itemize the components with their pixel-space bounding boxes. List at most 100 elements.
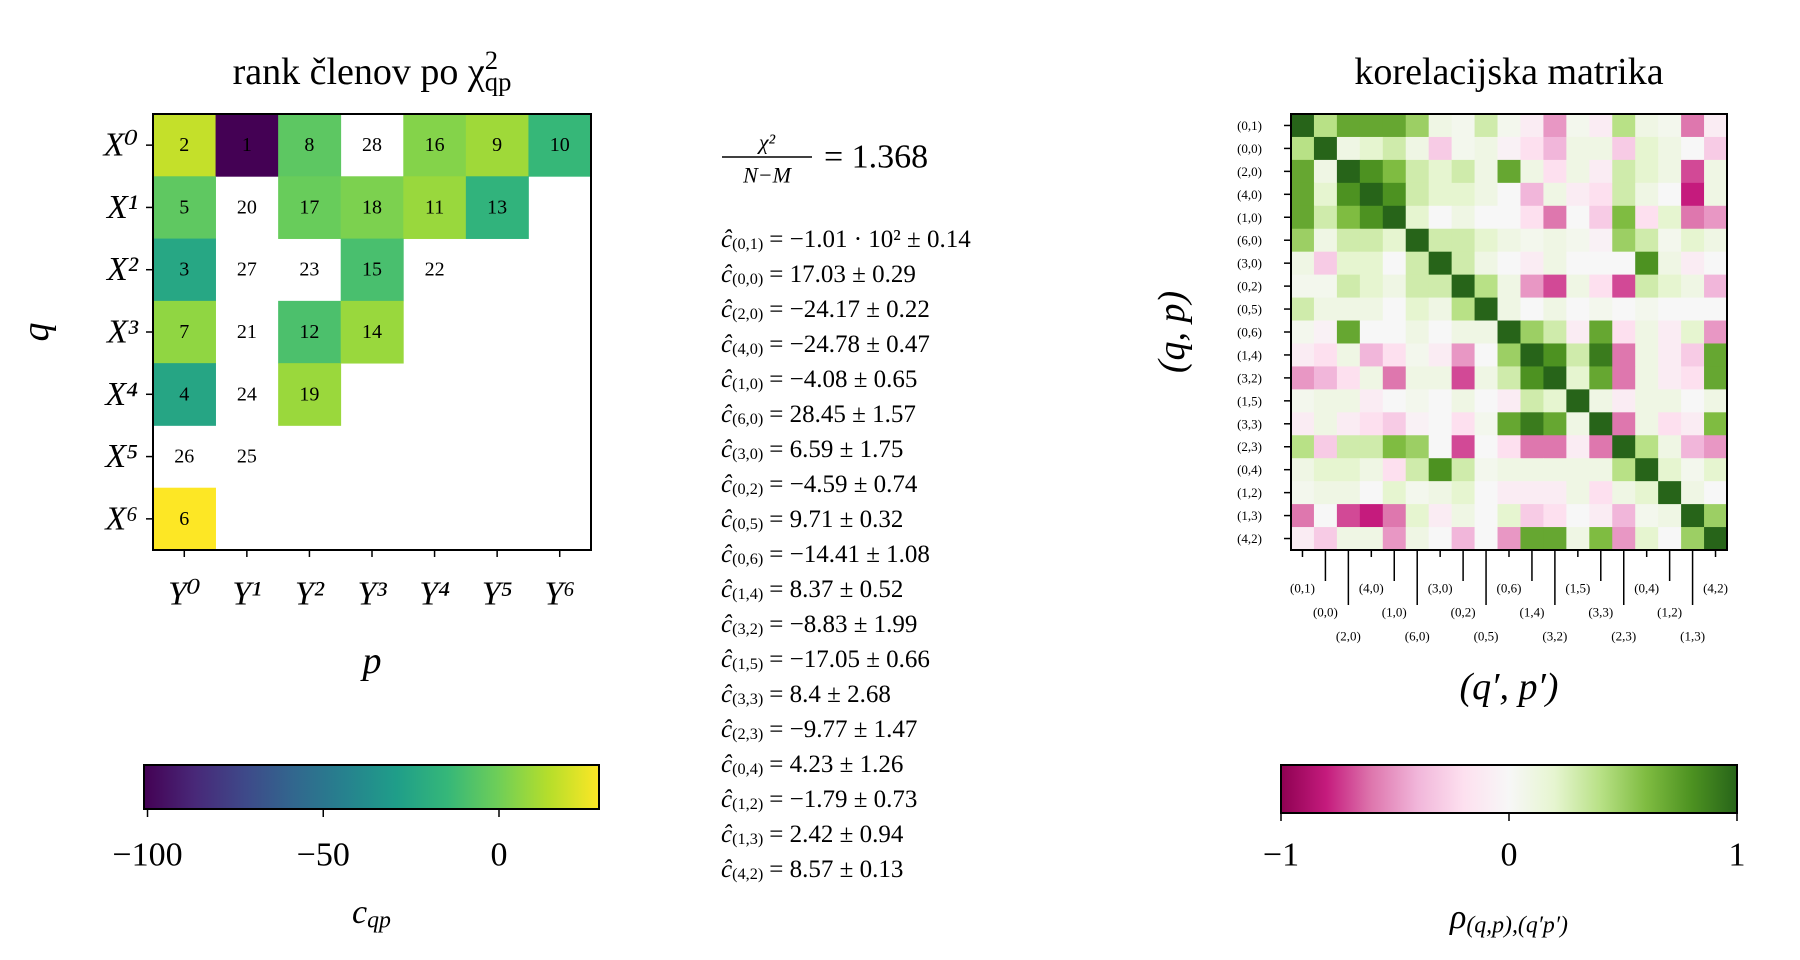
heatmap-cell (1681, 504, 1705, 528)
x-tick-label: (0,0) (1313, 605, 1338, 620)
coefficient-value: = 6.59 ± 1.75 (769, 435, 903, 462)
heatmap-cell (465, 176, 529, 239)
heatmap-cell (153, 114, 216, 177)
heatmap-cell (1359, 228, 1384, 253)
heatmap-cell (1428, 366, 1453, 390)
heatmap-cell (1336, 228, 1361, 253)
heatmap-cell (1428, 136, 1453, 161)
heatmap-cell (1405, 159, 1430, 184)
heatmap-cell (1658, 504, 1682, 528)
heatmap-cell (1382, 343, 1407, 367)
heatmap-cell (1520, 205, 1544, 230)
chart-title-main: rank členov po χ (233, 51, 485, 93)
y-tick-label: (0,2) (1237, 279, 1262, 294)
heatmap-cell (1589, 228, 1613, 253)
heatmap-cell (1497, 114, 1521, 138)
heatmap-cell (1359, 527, 1384, 551)
heatmap-cell (1704, 297, 1728, 321)
coefficient-symbol: ĉ (721, 261, 733, 288)
heatmap-cell (1658, 320, 1682, 344)
heatmap-cell (1497, 458, 1521, 482)
heatmap-cell (1612, 114, 1636, 138)
heatmap-cell (1566, 389, 1590, 413)
heatmap-cell (1497, 320, 1521, 344)
x-tick-label: (6,0) (1405, 629, 1430, 644)
x-tick-label: (1,3) (1680, 629, 1705, 644)
heatmap-cell (1681, 274, 1705, 298)
y-tick-label: (6,0) (1237, 233, 1262, 248)
heatmap-cell (1543, 274, 1567, 298)
heatmap-cell (1359, 320, 1384, 344)
heatmap-cell (1336, 412, 1361, 436)
heatmap-cell (1566, 412, 1590, 436)
heatmap-cell (1291, 114, 1315, 138)
heatmap-cell (1635, 159, 1659, 184)
heatmap-cell (1497, 412, 1521, 436)
coefficient-value: = −24.78 ± 0.47 (769, 330, 930, 357)
heatmap-cell (1291, 320, 1315, 344)
heatmap-cell (1474, 297, 1498, 321)
heatmap-cell (1428, 389, 1453, 413)
x-tick-label: (4,2) (1703, 581, 1728, 596)
rank-label: 14 (362, 321, 382, 343)
y-tick-label: (1,5) (1237, 393, 1262, 408)
heatmap-cell (1704, 458, 1728, 482)
heatmap-cell (278, 176, 342, 239)
heatmap-cell (1589, 366, 1613, 390)
heatmap-cell (1428, 320, 1453, 344)
coefficient-symbol: ĉ (721, 401, 733, 428)
x-tick-label: (0,1) (1290, 581, 1315, 596)
heatmap-cell (1589, 320, 1613, 344)
coefficient-value: = −1.79 ± 0.73 (769, 785, 917, 812)
heatmap-cell (1359, 504, 1384, 528)
heatmap-cell (1428, 114, 1453, 138)
y-tick-label: (0,1) (1237, 118, 1262, 133)
heatmap-cell (1543, 481, 1567, 505)
heatmap-cell (1520, 251, 1544, 276)
heatmap-cell (1405, 205, 1430, 230)
heatmap-cell (1291, 366, 1315, 390)
coefficient-line: ĉ(0,4) = 4.23 ± 1.26 (721, 750, 903, 778)
x-tick-label: Y⁶ (544, 576, 575, 613)
rank-label: 3 (179, 259, 189, 281)
heatmap-cell (1336, 458, 1361, 482)
heatmap-cell (1474, 435, 1498, 459)
coefficient-value: = −14.41 ± 1.08 (769, 540, 930, 567)
heatmap-cell (1313, 389, 1338, 413)
heatmap-cell (1405, 136, 1430, 161)
heatmap-cell (1336, 504, 1361, 528)
y-tick-label: (4,2) (1237, 531, 1262, 546)
coefficient-value: = −1.01 · 10² ± 0.14 (769, 225, 971, 252)
heatmap-cell (1474, 481, 1498, 505)
coefficient-symbol: ĉ (721, 821, 733, 848)
heatmap-cell (1704, 504, 1728, 528)
heatmap-cell (1704, 182, 1728, 207)
heatmap-cell (1520, 504, 1544, 528)
x-tick-label: (1,0) (1382, 605, 1407, 620)
heatmap-cell (1658, 435, 1682, 459)
heatmap-cell (1474, 274, 1498, 298)
coefficient-index: (3,0) (732, 445, 763, 463)
heatmap-cell (153, 238, 216, 302)
rank-label: 23 (299, 259, 319, 281)
x-tick-label: (3,2) (1542, 629, 1567, 644)
coefficient-line: ĉ(3,2) = −8.83 ± 1.99 (721, 610, 917, 638)
heatmap-cell (1451, 228, 1475, 253)
heatmap-cell (1520, 182, 1544, 207)
y-tick-label: (2,3) (1237, 439, 1262, 454)
coefficient-line: ĉ(2,3) = −9.77 ± 1.47 (721, 715, 917, 743)
heatmap-cell (1451, 320, 1475, 344)
coefficient-index: (6,0) (732, 410, 763, 428)
heatmap-cell (1497, 182, 1521, 207)
heatmap-cell (1497, 136, 1521, 161)
heatmap-cell (278, 114, 342, 177)
heatmap-cell (1382, 274, 1407, 298)
coefficient-line: ĉ(0,1) = −1.01 · 10² ± 0.14 (721, 225, 971, 253)
heatmap-cell (1359, 412, 1384, 436)
coefficient-symbol: ĉ (721, 226, 733, 253)
heatmap-cell (1313, 504, 1338, 528)
heatmap-cell (1589, 159, 1613, 184)
y-tick-label: (1,4) (1237, 347, 1262, 362)
heatmap-cell (1612, 251, 1636, 276)
heatmap-cell (278, 300, 342, 364)
